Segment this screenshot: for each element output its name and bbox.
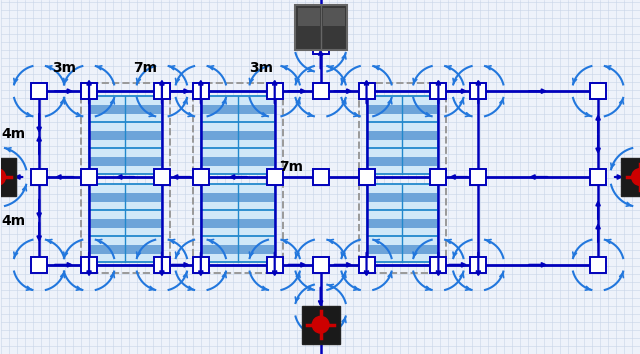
Circle shape [627, 164, 640, 190]
Bar [312, 38, 328, 54]
Bar [193, 169, 209, 185]
Bar [470, 169, 486, 185]
Bar [81, 169, 97, 185]
Bar [323, 8, 344, 26]
Text: 4m: 4m [1, 127, 25, 141]
Bar [367, 245, 438, 254]
Bar [367, 219, 438, 228]
Bar [267, 83, 283, 99]
Bar [367, 131, 438, 140]
Bar [358, 83, 374, 99]
Bar [89, 219, 162, 228]
Bar [193, 83, 209, 99]
Bar [470, 257, 486, 273]
Bar [590, 257, 606, 273]
Bar [31, 257, 47, 273]
Bar [358, 169, 374, 185]
Bar [154, 83, 170, 99]
Bar [31, 169, 47, 185]
Bar [201, 96, 275, 174]
Bar [81, 257, 97, 273]
Circle shape [0, 164, 10, 190]
Bar [367, 157, 438, 166]
Bar [201, 245, 275, 254]
Text: 7m: 7m [278, 160, 303, 174]
Text: 3m: 3m [249, 61, 273, 75]
Bar [312, 83, 328, 99]
Bar [201, 184, 275, 262]
Bar [312, 169, 328, 185]
Bar [294, 5, 347, 50]
Bar [267, 169, 283, 185]
Bar [367, 184, 438, 262]
Text: 4m: 4m [1, 214, 25, 228]
Bar [31, 83, 47, 99]
Bar [81, 83, 97, 99]
Bar [367, 105, 438, 114]
Bar [367, 96, 438, 174]
Bar [431, 169, 446, 185]
Bar [193, 83, 283, 273]
Text: 7m: 7m [133, 61, 157, 75]
Bar [358, 257, 374, 273]
Bar [89, 96, 162, 174]
Bar [193, 257, 209, 273]
Bar [154, 169, 170, 185]
Bar [431, 257, 446, 273]
Circle shape [312, 316, 329, 333]
Bar [89, 245, 162, 254]
Bar [201, 219, 275, 228]
Bar [367, 193, 438, 202]
Bar [201, 105, 275, 114]
Bar [590, 169, 606, 185]
Bar [298, 8, 319, 26]
Bar [89, 184, 162, 262]
Text: 3m: 3m [52, 61, 76, 75]
Circle shape [307, 312, 334, 338]
Bar [0, 158, 16, 196]
Circle shape [0, 169, 6, 185]
Bar [358, 83, 446, 273]
Circle shape [632, 169, 640, 185]
Bar [431, 83, 446, 99]
Bar [89, 193, 162, 202]
Bar [621, 158, 640, 196]
Bar [81, 83, 170, 273]
Bar [89, 131, 162, 140]
Bar [267, 257, 283, 273]
Bar [201, 193, 275, 202]
Bar [201, 131, 275, 140]
Bar [312, 257, 328, 273]
Bar [89, 157, 162, 166]
Bar [154, 257, 170, 273]
Bar [201, 157, 275, 166]
Bar [590, 83, 606, 99]
Bar [89, 105, 162, 114]
Bar [301, 306, 340, 344]
Bar [470, 83, 486, 99]
